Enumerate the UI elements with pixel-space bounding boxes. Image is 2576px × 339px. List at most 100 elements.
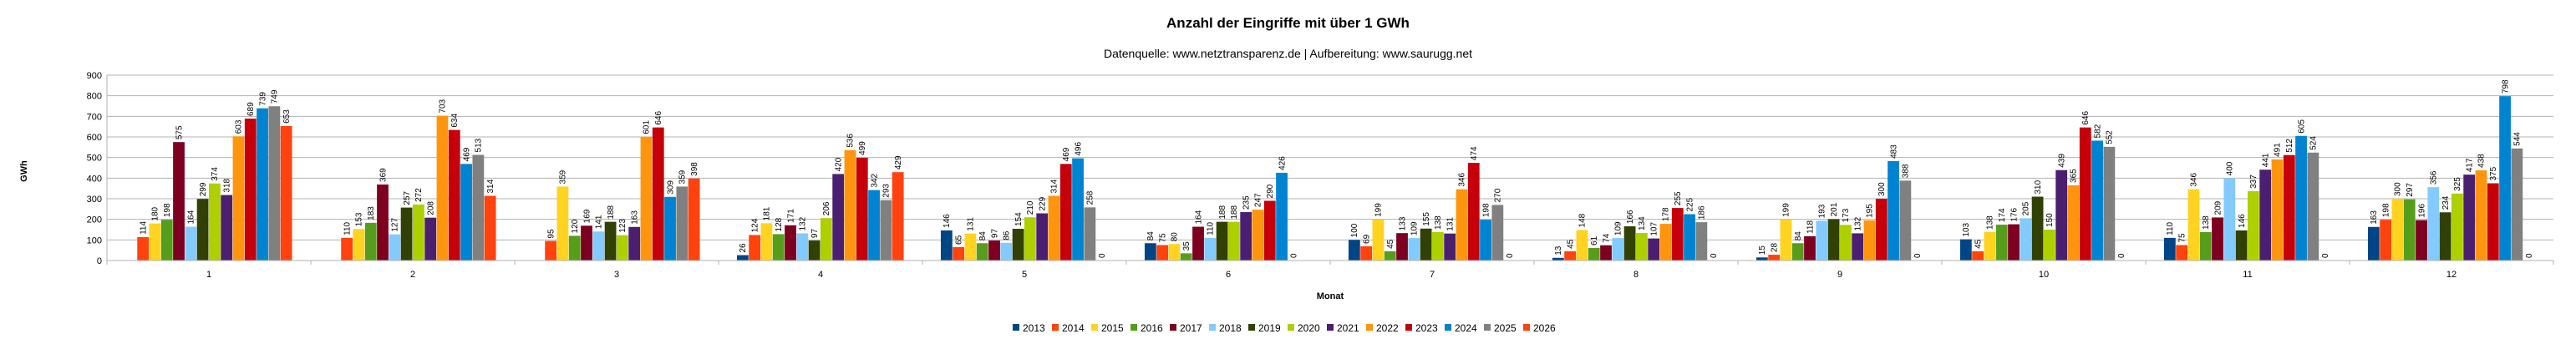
bar-value-label: 28 bbox=[1770, 243, 1779, 253]
bar-value-label: 138 bbox=[1434, 215, 1443, 230]
legend: 2013 2014 2015 2016 2017 2018 2019 2020 2021 2022… bbox=[1013, 322, 1556, 334]
bar-value-label: 438 bbox=[2477, 154, 2487, 168]
bar-value-label: 337 bbox=[2249, 175, 2258, 189]
bar-value-label: 552 bbox=[2106, 130, 2115, 144]
bar-value-label: 359 bbox=[678, 170, 688, 184]
bar-value-label: 255 bbox=[1674, 191, 1683, 205]
bar bbox=[2499, 96, 2511, 261]
bar bbox=[868, 190, 880, 261]
bar-value-label: 499 bbox=[858, 141, 867, 155]
bar-value-label: 749 bbox=[271, 89, 280, 104]
legend-label: 2017 bbox=[1180, 322, 1202, 334]
x-tick-label: 1 bbox=[206, 270, 211, 280]
legend-swatch bbox=[1013, 324, 1019, 331]
bar-value-label: 483 bbox=[1889, 144, 1898, 159]
y-tick-label: 0 bbox=[97, 256, 102, 266]
bar-value-label: 524 bbox=[2309, 136, 2319, 150]
bar-value-label: 398 bbox=[690, 162, 699, 176]
bar bbox=[1588, 247, 1600, 261]
bar-value-label: 605 bbox=[2297, 119, 2306, 134]
bar bbox=[1768, 255, 1781, 261]
bar-value-label: 97 bbox=[810, 229, 820, 239]
bar bbox=[844, 149, 856, 261]
bar-value-label: 100 bbox=[1350, 223, 1359, 237]
bar-value-label: 180 bbox=[151, 206, 160, 220]
bar bbox=[1467, 163, 1480, 261]
x-axis-title: Monat bbox=[1317, 291, 1344, 301]
bar bbox=[280, 125, 292, 261]
bar-value-label: 155 bbox=[1422, 212, 1431, 226]
bar-value-label: 247 bbox=[1254, 193, 1263, 207]
bar bbox=[1408, 238, 1420, 261]
bar bbox=[940, 230, 953, 261]
bar bbox=[1827, 219, 1840, 261]
bar-value-label: 196 bbox=[2417, 204, 2426, 218]
bar bbox=[1491, 205, 1504, 261]
bar bbox=[964, 233, 977, 261]
legend-swatch bbox=[1130, 324, 1137, 331]
bar bbox=[2439, 212, 2452, 261]
bar-value-label: 290 bbox=[1266, 184, 1275, 198]
x-tick-label: 7 bbox=[1430, 270, 1435, 280]
bar-value-label: 153 bbox=[355, 212, 364, 226]
bar-value-label: 646 bbox=[654, 111, 663, 125]
x-tick-label: 11 bbox=[2243, 270, 2252, 280]
bar bbox=[244, 119, 257, 261]
bar-value-label: 181 bbox=[763, 206, 772, 220]
bar bbox=[1216, 221, 1228, 261]
bar bbox=[1372, 219, 1385, 261]
bar-value-label: 544 bbox=[2513, 132, 2523, 146]
legend-label: 2016 bbox=[1141, 322, 1163, 334]
bar-value-label: 359 bbox=[559, 170, 568, 184]
bar-value-label: 45 bbox=[1566, 239, 1575, 249]
bar-value-label: 299 bbox=[199, 182, 208, 196]
bar bbox=[1684, 214, 1695, 261]
bar bbox=[2307, 152, 2319, 261]
bar bbox=[892, 172, 904, 261]
bar bbox=[2067, 185, 2080, 261]
bar-value-label: 84 bbox=[1146, 231, 1156, 241]
bar bbox=[1444, 233, 1456, 261]
bar bbox=[604, 221, 617, 261]
bar bbox=[1084, 207, 1096, 261]
bar-value-label: 127 bbox=[391, 218, 400, 232]
bar-value-label: 300 bbox=[2394, 182, 2403, 196]
bar-value-label: 133 bbox=[1398, 216, 1407, 230]
x-tick-label: 3 bbox=[614, 270, 619, 280]
bar bbox=[1600, 245, 1612, 261]
bar bbox=[1168, 244, 1181, 261]
legend-label: 2023 bbox=[1415, 322, 1438, 334]
bar bbox=[2163, 237, 2176, 261]
bar bbox=[196, 199, 209, 261]
bar-value-label: 0 bbox=[2321, 253, 2330, 258]
bar-value-label: 138 bbox=[2202, 215, 2211, 230]
bar bbox=[2187, 189, 2200, 261]
bar bbox=[581, 225, 592, 261]
bar bbox=[2091, 140, 2103, 261]
bar-value-label: 148 bbox=[1578, 213, 1588, 227]
bar bbox=[221, 195, 233, 261]
bar-value-label: 469 bbox=[1062, 147, 1071, 161]
bar bbox=[1072, 158, 1084, 261]
bar bbox=[749, 235, 761, 261]
bar-value-label: 103 bbox=[1962, 222, 1971, 236]
bar-value-label: 582 bbox=[2093, 124, 2102, 138]
bar bbox=[1984, 231, 1996, 261]
bar-value-label: 429 bbox=[894, 155, 903, 170]
bar-value-label: 164 bbox=[1194, 210, 1203, 224]
legend-label: 2018 bbox=[1219, 322, 1242, 334]
y-tick-label: 500 bbox=[87, 154, 102, 164]
bar bbox=[772, 234, 785, 261]
legend-label: 2022 bbox=[1376, 322, 1399, 334]
bar bbox=[2020, 218, 2032, 261]
bar-value-label: 209 bbox=[2213, 200, 2223, 215]
y-tick-label: 400 bbox=[87, 174, 102, 184]
legend-swatch bbox=[1366, 324, 1373, 331]
bar bbox=[1659, 224, 1672, 261]
bar bbox=[880, 200, 892, 261]
bar bbox=[1000, 242, 1013, 261]
bar-value-label: 388 bbox=[1902, 164, 1911, 178]
bar-value-label: 603 bbox=[235, 119, 244, 134]
bar-value-label: 235 bbox=[1242, 195, 1251, 210]
legend-swatch bbox=[1327, 324, 1334, 331]
